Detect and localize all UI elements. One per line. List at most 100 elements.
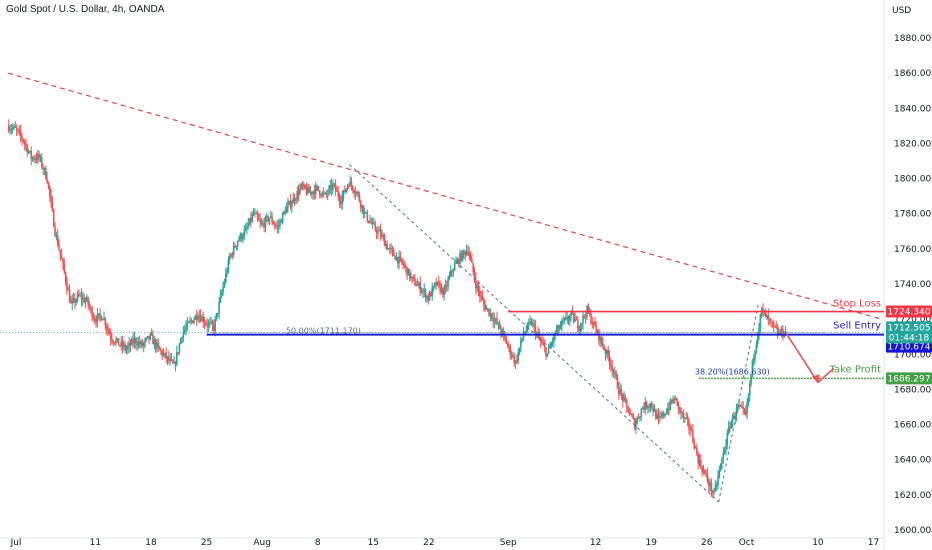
candle-body bbox=[205, 323, 207, 325]
current-price-tag bbox=[886, 321, 932, 344]
y-tick-label: 1680.000 bbox=[894, 385, 932, 395]
candle-body bbox=[89, 307, 92, 309]
candle-body bbox=[471, 258, 473, 264]
candle-body bbox=[733, 415, 735, 419]
x-tick-label: Oct bbox=[739, 538, 755, 548]
candle-body bbox=[242, 236, 244, 240]
profit-label: Take Profit bbox=[829, 364, 882, 375]
candle-body bbox=[64, 272, 67, 282]
candle-body bbox=[571, 311, 574, 314]
candle-body bbox=[534, 325, 537, 336]
candle-body bbox=[39, 157, 42, 159]
candle-body bbox=[696, 447, 698, 455]
candle-body bbox=[375, 229, 378, 234]
candle-body bbox=[584, 316, 587, 318]
candle-body bbox=[684, 417, 686, 419]
candle-body bbox=[338, 196, 341, 202]
candle-body bbox=[185, 326, 187, 330]
candle-body bbox=[775, 326, 778, 329]
candle-body bbox=[153, 340, 156, 345]
candle-body bbox=[71, 300, 74, 304]
x-tick-label: Aug bbox=[253, 538, 271, 548]
candle-body bbox=[332, 183, 334, 190]
candle-body bbox=[44, 168, 47, 179]
candle-body bbox=[694, 447, 697, 449]
candle-body bbox=[269, 216, 272, 218]
candle-body bbox=[475, 279, 477, 289]
candle-body bbox=[306, 187, 309, 194]
candle-body bbox=[140, 341, 142, 345]
candle-body bbox=[406, 266, 408, 276]
candle-body bbox=[243, 230, 246, 237]
candle-body bbox=[183, 329, 186, 332]
candle-body bbox=[128, 342, 130, 347]
candle-body bbox=[187, 321, 190, 323]
candle-body bbox=[545, 347, 547, 357]
candle-body bbox=[280, 220, 283, 223]
candle-body bbox=[715, 484, 718, 486]
candle-body bbox=[661, 412, 664, 417]
candle-body bbox=[25, 143, 27, 146]
candle-body bbox=[277, 225, 280, 227]
candle-body bbox=[414, 278, 416, 286]
candle-body bbox=[326, 193, 329, 195]
candle-body bbox=[542, 343, 545, 346]
candle-body bbox=[460, 253, 463, 261]
candle-body bbox=[497, 322, 500, 324]
candle-body bbox=[101, 319, 104, 321]
candle-body bbox=[480, 296, 482, 298]
candle-body bbox=[610, 363, 612, 366]
candle-body bbox=[620, 389, 623, 394]
candle-body bbox=[78, 294, 80, 296]
candle-body bbox=[755, 344, 758, 351]
candle-body bbox=[206, 324, 209, 326]
candle-body bbox=[387, 248, 390, 250]
candle-body bbox=[29, 150, 31, 152]
candle-body bbox=[731, 415, 734, 423]
candle-body bbox=[592, 321, 595, 325]
candle-body bbox=[217, 313, 219, 315]
candle-body bbox=[37, 154, 39, 160]
candle-body bbox=[418, 282, 420, 285]
time-axis[interactable]: Jul 11 18 25 Aug 8 15 22 Sep 12 19 26 Oct 10 17 bbox=[10, 538, 880, 548]
candle-body bbox=[588, 312, 591, 314]
price-axis[interactable]: USD 1600.000 1620.000 1640.000 1660.000 1680.… bbox=[886, 6, 932, 536]
candle-body bbox=[13, 126, 15, 128]
y-tick-label: 1760.000 bbox=[894, 245, 932, 255]
candle-body bbox=[553, 333, 555, 342]
candle-body bbox=[87, 297, 89, 305]
candle-body bbox=[616, 377, 619, 389]
x-tick-label: Jul bbox=[10, 538, 22, 548]
candle-body bbox=[595, 326, 598, 333]
candle-body bbox=[99, 313, 101, 316]
bar-countdown: 01:44:18 bbox=[889, 333, 930, 343]
candle-body bbox=[209, 322, 211, 324]
candle-body bbox=[181, 337, 183, 339]
candle-body bbox=[104, 318, 107, 326]
candle-body bbox=[674, 398, 677, 401]
candle-body bbox=[362, 205, 365, 214]
candle-body bbox=[115, 340, 117, 344]
candle-body bbox=[445, 285, 448, 287]
candle-body bbox=[516, 360, 518, 362]
candle-body bbox=[198, 316, 201, 318]
candle-body bbox=[670, 400, 673, 403]
candle-body bbox=[15, 127, 18, 130]
candle-body bbox=[67, 289, 70, 291]
candle-body bbox=[127, 346, 129, 350]
candle-body bbox=[637, 417, 640, 419]
candle-body bbox=[742, 407, 744, 409]
candle-body bbox=[314, 186, 317, 195]
y-tick-label: 1860.000 bbox=[894, 69, 932, 79]
candle-body bbox=[189, 320, 191, 322]
candle-body bbox=[354, 193, 357, 195]
candle-body bbox=[296, 191, 299, 200]
candle-body bbox=[623, 396, 625, 401]
candle-body bbox=[169, 358, 171, 361]
candle-body bbox=[702, 470, 705, 473]
candle-body bbox=[520, 339, 522, 348]
candle-body bbox=[672, 398, 674, 403]
candle-body bbox=[271, 216, 273, 223]
candle-body bbox=[721, 458, 723, 465]
